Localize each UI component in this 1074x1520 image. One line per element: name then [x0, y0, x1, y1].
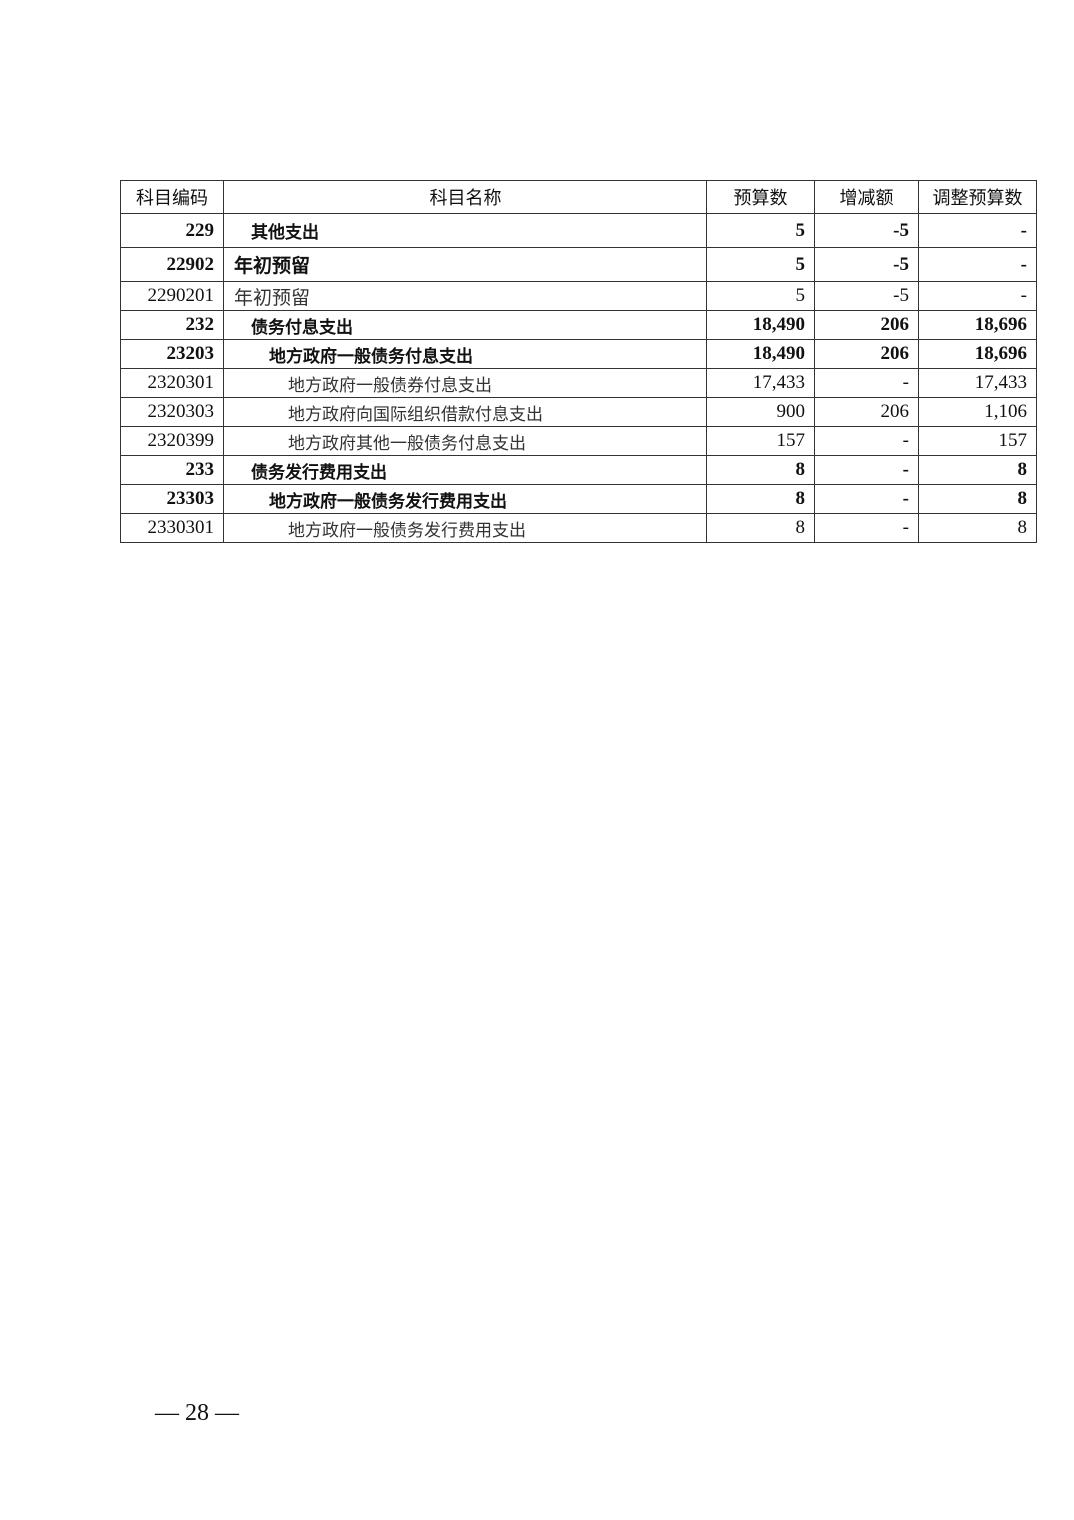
cell-budget: 5 — [706, 213, 815, 248]
header-adjusted: 调整预算数 — [918, 180, 1037, 214]
page-number: — 28 — — [155, 1400, 239, 1426]
cell-code: 233 — [120, 455, 224, 485]
cell-code: 2290201 — [120, 281, 224, 311]
table-row: 232 债务付息支出 18,490 206 18,696 — [120, 310, 1037, 340]
cell-name: 年初预留 — [223, 281, 707, 311]
table-row: 2320303 地方政府向国际组织借款付息支出 900 206 1,106 — [120, 397, 1037, 427]
cell-code: 232 — [120, 310, 224, 340]
table-row: 2320399 地方政府其他一般债务付息支出 157-157 — [120, 426, 1037, 456]
table-row: 2330301 地方政府一般债务发行费用支出 8-8 — [120, 513, 1037, 543]
cell-budget: 17,433 — [706, 368, 815, 398]
cell-name: 地方政府向国际组织借款付息支出 — [223, 397, 707, 427]
header-budget: 预算数 — [706, 180, 815, 214]
cell-code: 2320303 — [120, 397, 224, 427]
cell-name: 其他支出 — [223, 213, 707, 248]
cell-budget: 5 — [706, 247, 815, 282]
cell-budget: 8 — [706, 484, 815, 514]
cell-name: 债务付息支出 — [223, 310, 707, 340]
cell-name: 地方政府一般债务付息支出 — [223, 339, 707, 369]
cell-budget: 8 — [706, 513, 815, 543]
cell-change: - — [814, 484, 919, 514]
cell-adjusted: 157 — [918, 426, 1037, 456]
cell-code: 23303 — [120, 484, 224, 514]
cell-adjusted: 8 — [918, 513, 1037, 543]
cell-change: - — [814, 426, 919, 456]
cell-budget: 18,490 — [706, 339, 815, 369]
cell-code: 2320399 — [120, 426, 224, 456]
cell-budget: 5 — [706, 281, 815, 311]
cell-change: 206 — [814, 339, 919, 369]
table-row: 22902 年初预留 5 -5- — [120, 247, 1037, 282]
cell-code: 22902 — [120, 247, 224, 282]
header-code: 科目编码 — [120, 180, 224, 214]
cell-name: 地方政府一般债务发行费用支出 — [223, 513, 707, 543]
cell-change: 206 — [814, 310, 919, 340]
table-row: 2290201 年初预留 5 -5- — [120, 281, 1037, 311]
cell-code: 2320301 — [120, 368, 224, 398]
cell-adjusted: 17,433 — [918, 368, 1037, 398]
cell-name: 地方政府一般债务发行费用支出 — [223, 484, 707, 514]
cell-adjusted: 18,696 — [918, 339, 1037, 369]
cell-budget: 18,490 — [706, 310, 815, 340]
table-row: 229 其他支出 5 -5- — [120, 213, 1037, 248]
cell-change: 206 — [814, 397, 919, 427]
cell-code: 2330301 — [120, 513, 224, 543]
table-header-row: 科目编码 科目名称 预算数 增减额 调整预算数 — [120, 180, 1037, 214]
cell-budget: 8 — [706, 455, 815, 485]
cell-budget: 900 — [706, 397, 815, 427]
cell-budget: 157 — [706, 426, 815, 456]
cell-change: - — [814, 455, 919, 485]
cell-name: 年初预留 — [223, 247, 707, 282]
cell-adjusted: - — [918, 213, 1037, 248]
table-row: 23203 地方政府一般债务付息支出 18,490 206 18,696 — [120, 339, 1037, 369]
cell-change: -5 — [814, 281, 919, 311]
cell-code: 23203 — [120, 339, 224, 369]
cell-change: - — [814, 368, 919, 398]
cell-name: 债务发行费用支出 — [223, 455, 707, 485]
budget-table: 科目编码 科目名称 预算数 增减额 调整预算数 229 其他支出 5 -5-22902… — [120, 180, 1037, 543]
cell-adjusted: 8 — [918, 484, 1037, 514]
cell-code: 229 — [120, 213, 224, 248]
table-row: 23303 地方政府一般债务发行费用支出 8-8 — [120, 484, 1037, 514]
cell-change: - — [814, 513, 919, 543]
cell-change: -5 — [814, 213, 919, 248]
header-name: 科目名称 — [223, 180, 707, 214]
cell-adjusted: - — [918, 281, 1037, 311]
cell-adjusted: 8 — [918, 455, 1037, 485]
cell-name: 地方政府一般债券付息支出 — [223, 368, 707, 398]
cell-adjusted: 1,106 — [918, 397, 1037, 427]
cell-adjusted: - — [918, 247, 1037, 282]
header-change: 增减额 — [814, 180, 919, 214]
table-row: 2320301 地方政府一般债券付息支出 17,433-17,433 — [120, 368, 1037, 398]
cell-adjusted: 18,696 — [918, 310, 1037, 340]
cell-name: 地方政府其他一般债务付息支出 — [223, 426, 707, 456]
cell-change: -5 — [814, 247, 919, 282]
table-row: 233 债务发行费用支出 8-8 — [120, 455, 1037, 485]
